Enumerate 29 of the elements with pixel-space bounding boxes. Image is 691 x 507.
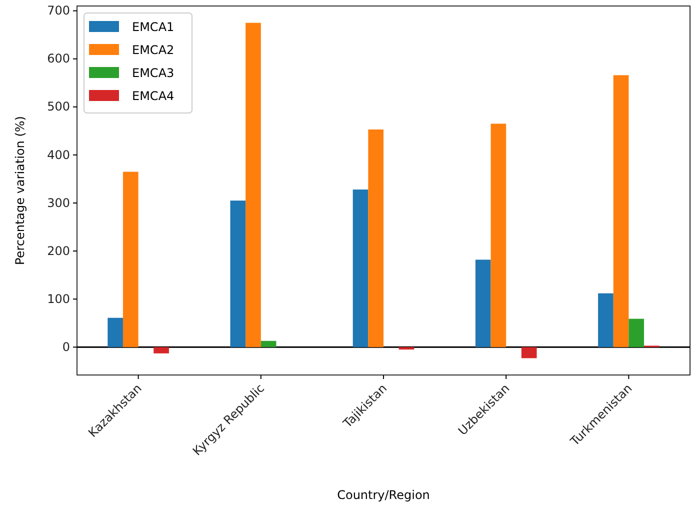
bar (352, 190, 368, 348)
y-tick-label: 500 (47, 100, 70, 114)
y-tick-label: 600 (47, 52, 70, 66)
bar (475, 260, 491, 348)
bar (246, 22, 261, 348)
y-tick-label: 200 (47, 244, 70, 258)
bar (398, 347, 414, 350)
bar (260, 340, 276, 348)
bar (368, 129, 384, 348)
bar (230, 200, 246, 348)
legend-label: EMCA3 (132, 66, 174, 80)
legend-label: EMCA1 (132, 20, 174, 34)
bar (122, 172, 138, 348)
legend-label: EMCA2 (132, 43, 174, 58)
y-tick-label: 400 (47, 148, 70, 162)
bar (154, 347, 169, 354)
bar (108, 318, 123, 348)
bar (521, 347, 537, 358)
bar (628, 318, 644, 348)
x-axis-title: Country/Region (337, 488, 430, 502)
bar (490, 124, 506, 348)
y-tick-label: 100 (47, 292, 70, 306)
legend-label: EMCA4 (132, 89, 174, 104)
y-axis-title: Percentage variation (%) (13, 116, 27, 265)
y-tick-label: 300 (47, 196, 70, 210)
y-tick-label: 0 (62, 340, 70, 354)
y-tick-label: 700 (47, 4, 70, 18)
bar (613, 75, 629, 348)
bar (598, 293, 614, 348)
